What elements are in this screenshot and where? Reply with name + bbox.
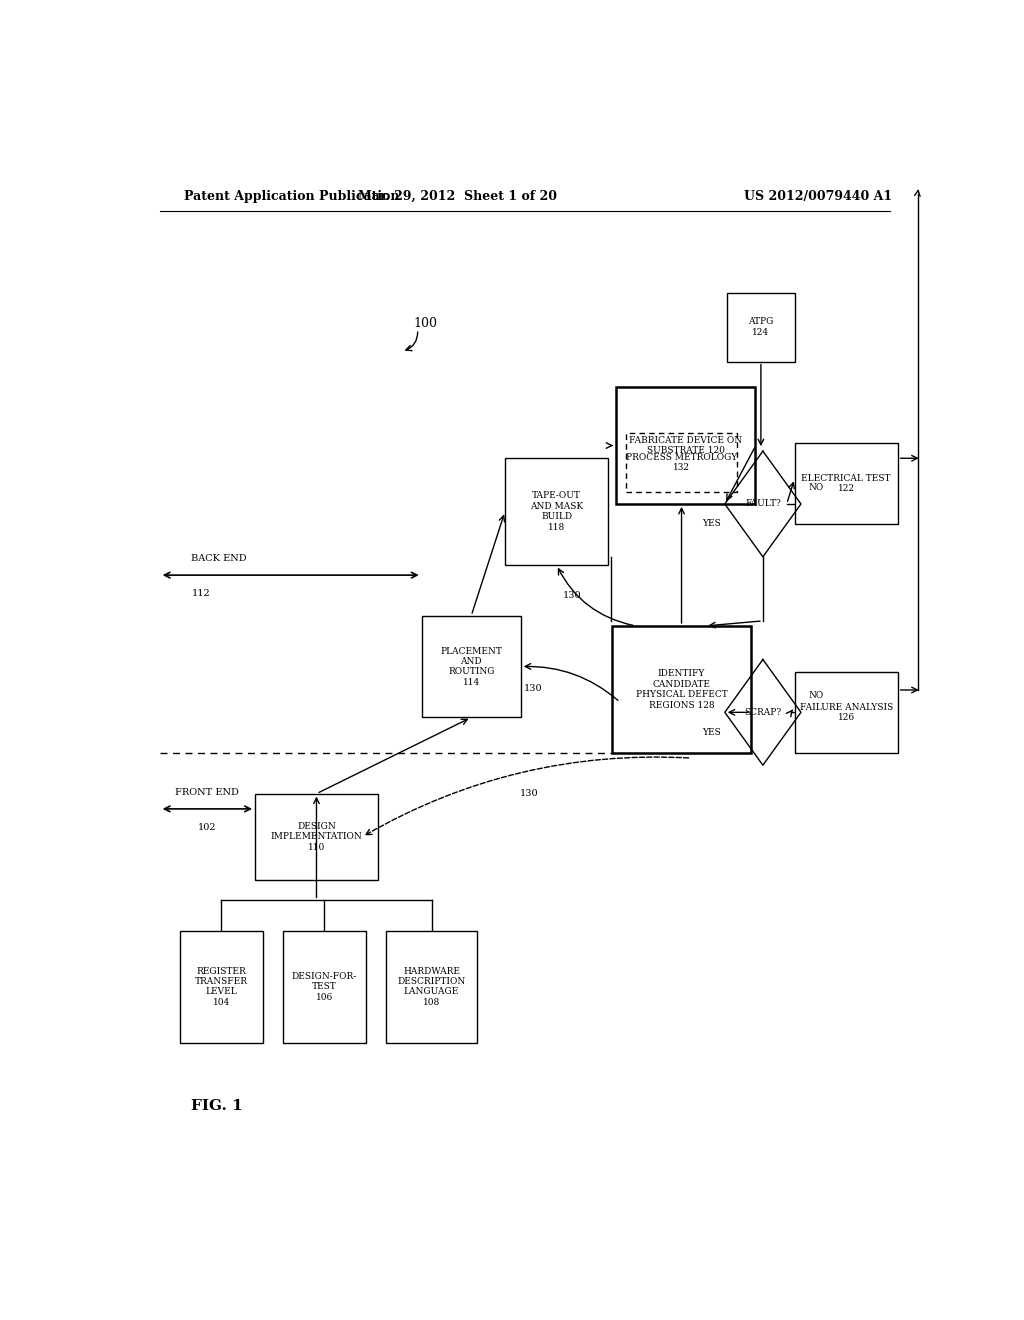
Text: NO: NO — [809, 483, 824, 492]
FancyBboxPatch shape — [612, 626, 751, 752]
Text: IDENTIFY
CANDIDATE
PHYSICAL DEFECT
REGIONS 128: IDENTIFY CANDIDATE PHYSICAL DEFECT REGIO… — [636, 669, 727, 710]
FancyBboxPatch shape — [255, 793, 378, 880]
Text: US 2012/0079440 A1: US 2012/0079440 A1 — [744, 190, 893, 202]
FancyBboxPatch shape — [795, 672, 898, 752]
Text: FAULT?: FAULT? — [745, 499, 780, 508]
FancyBboxPatch shape — [627, 433, 737, 492]
Text: DESIGN
IMPLEMENTATION
110: DESIGN IMPLEMENTATION 110 — [270, 822, 362, 851]
Text: Patent Application Publication: Patent Application Publication — [183, 190, 399, 202]
Text: FRONT END: FRONT END — [175, 788, 240, 797]
Text: TAPE-OUT
AND MASK
BUILD
118: TAPE-OUT AND MASK BUILD 118 — [529, 491, 584, 532]
FancyBboxPatch shape — [727, 293, 795, 362]
Text: FABRICATE DEVICE ON
SUBSTRATE 120: FABRICATE DEVICE ON SUBSTRATE 120 — [629, 436, 742, 455]
FancyBboxPatch shape — [616, 387, 755, 504]
Text: HARDWARE
DESCRIPTION
LANGUAGE
108: HARDWARE DESCRIPTION LANGUAGE 108 — [397, 966, 466, 1007]
Text: Mar. 29, 2012  Sheet 1 of 20: Mar. 29, 2012 Sheet 1 of 20 — [357, 190, 557, 202]
Text: SCRAP?: SCRAP? — [744, 708, 781, 717]
Text: DESIGN-FOR-
TEST
106: DESIGN-FOR- TEST 106 — [292, 972, 357, 1002]
Text: FAILURE ANALYSIS
126: FAILURE ANALYSIS 126 — [800, 702, 893, 722]
Text: 112: 112 — [191, 589, 210, 598]
Text: NO: NO — [809, 692, 824, 700]
Text: YES: YES — [702, 519, 721, 528]
Text: 130: 130 — [563, 591, 582, 601]
FancyBboxPatch shape — [386, 931, 477, 1043]
Text: BACK END: BACK END — [191, 554, 247, 562]
Text: PROCESS METROLOGY
132: PROCESS METROLOGY 132 — [627, 453, 737, 473]
Text: REGISTER
TRANSFER
LEVEL
104: REGISTER TRANSFER LEVEL 104 — [195, 966, 248, 1007]
Text: 100: 100 — [414, 317, 437, 330]
FancyBboxPatch shape — [422, 615, 521, 718]
Text: 130: 130 — [523, 685, 542, 693]
Text: 130: 130 — [519, 789, 538, 799]
Text: ATPG
124: ATPG 124 — [749, 317, 773, 337]
Text: ELECTRICAL TEST
122: ELECTRICAL TEST 122 — [802, 474, 891, 494]
FancyBboxPatch shape — [283, 931, 367, 1043]
Text: FIG. 1: FIG. 1 — [191, 1098, 244, 1113]
Text: YES: YES — [702, 727, 721, 737]
Text: 102: 102 — [198, 824, 217, 832]
Text: PLACEMENT
AND
ROUTING
114: PLACEMENT AND ROUTING 114 — [440, 647, 502, 686]
FancyBboxPatch shape — [795, 444, 898, 524]
FancyBboxPatch shape — [179, 931, 263, 1043]
FancyBboxPatch shape — [505, 458, 608, 565]
